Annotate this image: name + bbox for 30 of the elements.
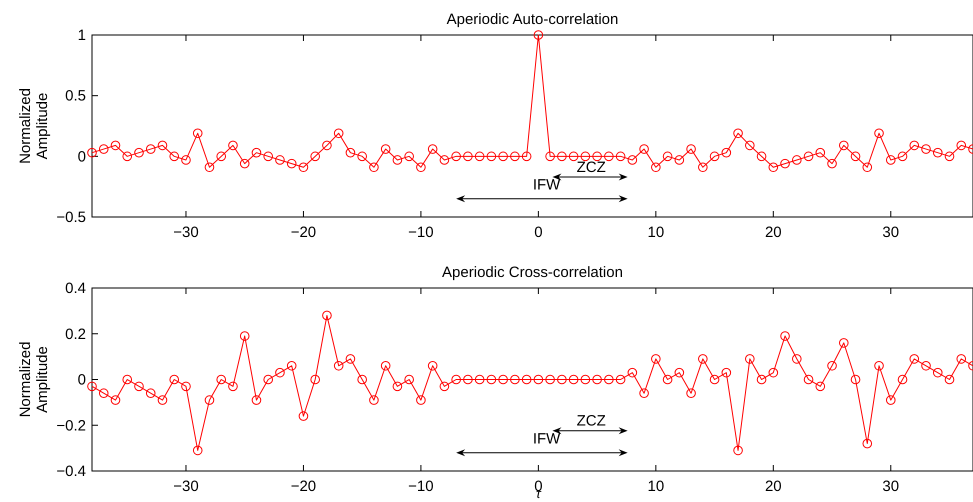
x-tick-label: −20: [290, 224, 316, 241]
y-tick-label: −0.2: [56, 417, 86, 434]
y-axis-title: Normalized Amplitude: [17, 342, 51, 418]
x-tick-label: 20: [764, 224, 782, 241]
x-tick-label: 30: [882, 478, 900, 495]
x-tick-label: −20: [290, 478, 316, 495]
chart-title: Aperiodic Auto-correlation: [446, 11, 618, 28]
y-tick-label: −0.5: [56, 209, 86, 226]
x-tick-label: −10: [408, 478, 434, 495]
y-tick-label: 0.4: [65, 280, 86, 297]
y-tick-label: 0.2: [65, 326, 86, 343]
x-tick-label: −10: [408, 224, 434, 241]
y-tick-label: 0: [78, 372, 86, 388]
y-tick-label: 0: [78, 148, 86, 166]
x-tick-label: 30: [882, 224, 900, 241]
x-tick-label: 20: [764, 478, 782, 495]
annotation: ZCZ: [576, 158, 606, 176]
y-tick-label: 0.5: [65, 88, 86, 105]
y-axis-title: Normalized Amplitude: [17, 88, 51, 164]
x-tick-label: 10: [647, 224, 664, 241]
y-tick-label: 1: [78, 27, 86, 44]
y-tick-label: −0.4: [56, 463, 86, 480]
chart-title: Aperiodic Cross-correlation: [442, 264, 623, 281]
x-tick-label: −30: [173, 478, 199, 495]
x-tick-label: 10: [647, 478, 664, 495]
annotation: IFW: [532, 430, 562, 448]
annotation: IFW: [532, 176, 562, 194]
x-tick-label: 0: [534, 224, 543, 241]
x-tick-label: −30: [173, 224, 199, 241]
annotation: ZCZ: [576, 412, 606, 430]
